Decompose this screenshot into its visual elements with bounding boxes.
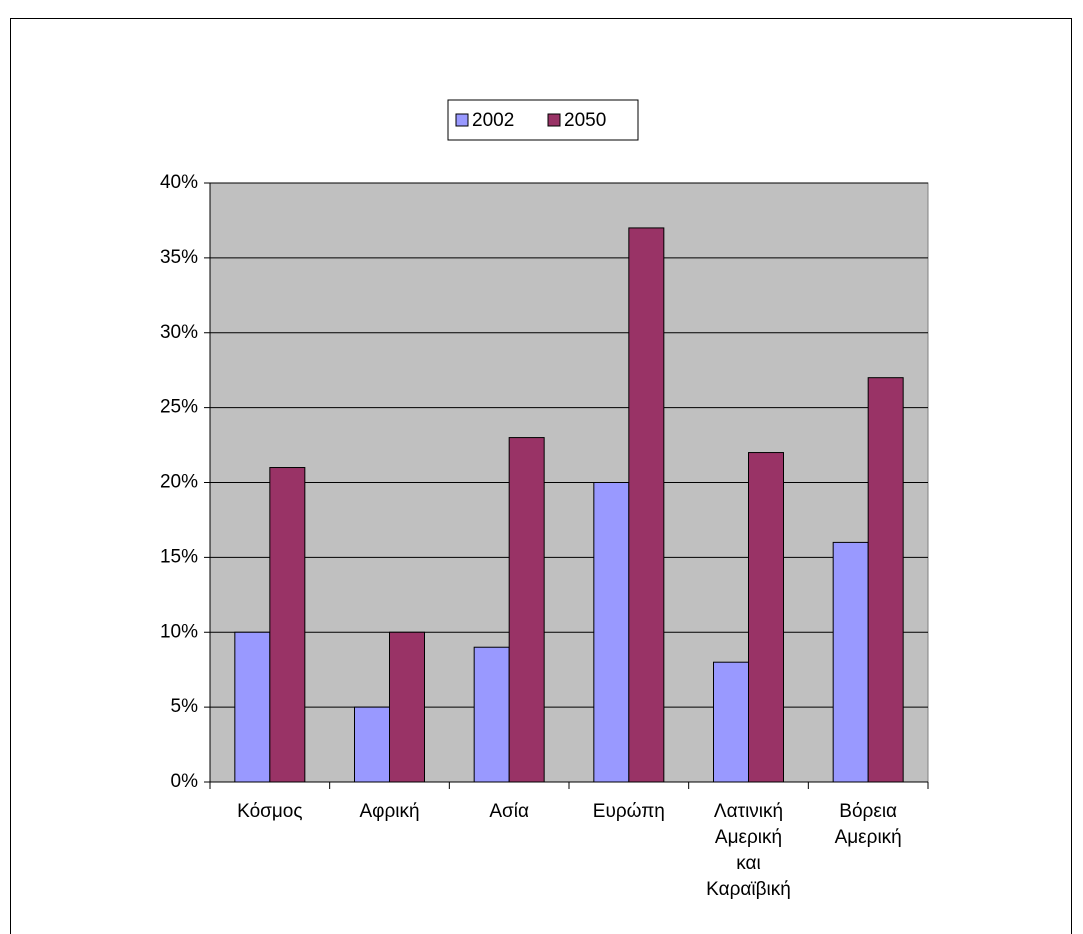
x-tick-label: Βόρεια Αμερική [835, 801, 902, 848]
bar [713, 661, 749, 783]
chart-border [10, 18, 1072, 934]
legend-box [447, 99, 639, 141]
bar [508, 437, 545, 783]
x-tick-label: Ασία [489, 801, 529, 822]
bar [832, 541, 869, 783]
y-tick-label: 25% [160, 397, 198, 418]
x-tick-label: Λατινική Αμερική και Καραϊβική [706, 801, 791, 900]
y-tick-label: 10% [160, 621, 198, 642]
bar [628, 227, 665, 783]
x-tick-label: Αφρική [359, 801, 419, 822]
bar [473, 646, 510, 783]
y-tick-label: 40% [160, 172, 198, 193]
x-tick-label: Ευρώπη [593, 801, 665, 822]
y-tick-label: 35% [160, 247, 198, 268]
legend-label: 2002 [472, 110, 514, 131]
x-tick-label: Κόσμος [237, 801, 302, 822]
y-tick-label: 15% [160, 546, 198, 567]
y-tick-label: 5% [171, 696, 199, 717]
legend-swatch [547, 113, 561, 127]
bar [354, 706, 390, 783]
bar [748, 452, 784, 783]
bar [867, 377, 904, 783]
y-tick-label: 20% [160, 472, 198, 493]
y-tick-label: 0% [171, 771, 199, 792]
bar [234, 631, 271, 783]
bar [593, 482, 630, 783]
bar [269, 467, 306, 783]
bar [389, 631, 425, 783]
legend-swatch [455, 113, 469, 127]
legend-label: 2050 [564, 110, 606, 131]
y-tick-label: 30% [160, 322, 198, 343]
